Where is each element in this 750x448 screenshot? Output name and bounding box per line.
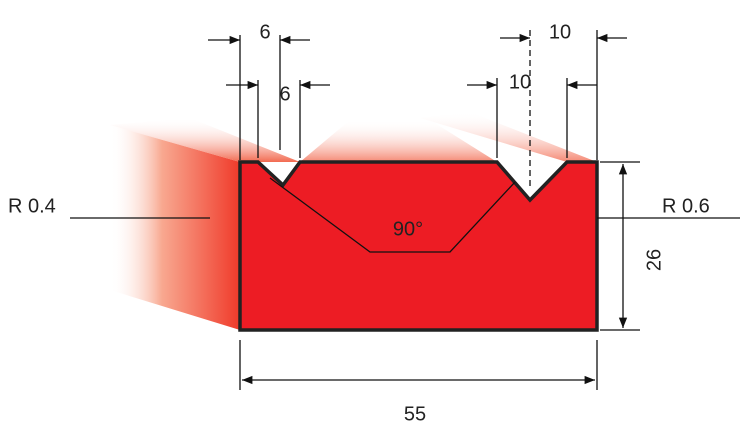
extrusion-side (110, 125, 240, 330)
extrusion-top (300, 120, 497, 162)
extrusion-top (110, 118, 300, 162)
dimension-lines (70, 30, 740, 390)
dimension-label: 6 (279, 83, 290, 105)
radius-label: R 0.6 (662, 195, 710, 217)
dimension-label: 10 (509, 71, 531, 93)
extrusion-top (420, 112, 597, 162)
dimension-label: 10 (549, 21, 571, 43)
dimension-label: 55 (404, 403, 426, 425)
angle-label: 90° (393, 218, 423, 240)
die-profile (238, 160, 599, 332)
radius-label: R 0.4 (8, 195, 56, 217)
dimension-label: 26 (643, 249, 665, 271)
dimension-label: 6 (259, 21, 270, 43)
